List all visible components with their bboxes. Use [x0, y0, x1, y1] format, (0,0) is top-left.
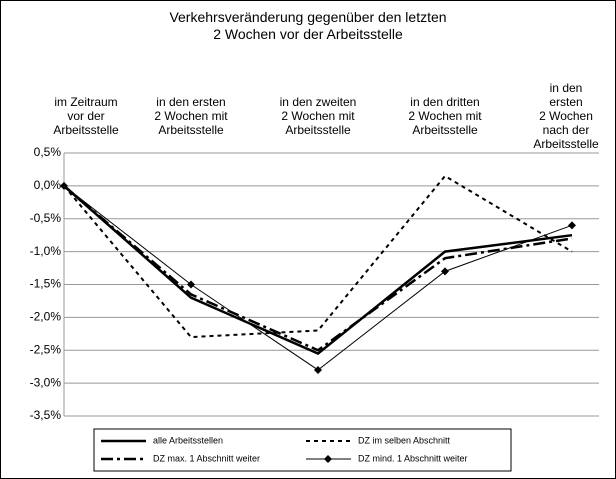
x-tick-label: in den zweiten 2 Wochen mit Arbeitsstell… — [279, 95, 357, 137]
marker — [60, 181, 68, 190]
x-tick-label: in den dritten 2 Wochen mit Arbeitsstell… — [408, 95, 482, 137]
series-line — [63, 174, 573, 339]
y-tick-label: -1,5% — [30, 277, 62, 291]
legend — [93, 428, 512, 472]
x-tick-label: in den ersten 2 Wochen nach der Arbeitss… — [533, 81, 599, 151]
y-tick-label: -2,5% — [30, 342, 62, 356]
chart-title: Verkehrsveränderung gegenüber den letzte… — [169, 9, 447, 42]
series-line — [63, 184, 573, 352]
marker — [314, 365, 322, 374]
x-tick-label: im Zeitraum vor der Arbeitsstelle — [53, 95, 119, 137]
legend-label: DZ im selben Abschnitt — [358, 435, 451, 445]
x-tick-label: in den ersten 2 Wochen mit Arbeitsstelle — [154, 95, 228, 137]
legend-label: DZ max. 1 Abschnitt weiter — [153, 453, 260, 463]
legend-marker — [324, 455, 332, 463]
legend-label: DZ mind. 1 Abschnitt weiter — [358, 453, 468, 463]
marker — [441, 267, 449, 276]
y-tick-label: -1,0% — [30, 244, 62, 258]
y-tick-label: -2,0% — [30, 310, 62, 324]
y-tick-label: -3,5% — [30, 408, 62, 422]
series-line — [63, 185, 573, 371]
series-line — [63, 184, 573, 355]
legend-label: alle Arbeitsstellen — [153, 435, 223, 445]
y-tick-label: -0,5% — [30, 211, 62, 225]
y-tick-label: 0,0% — [34, 178, 62, 192]
marker — [568, 221, 576, 230]
marker — [187, 280, 195, 289]
y-tick-label: -3,0% — [30, 375, 62, 389]
y-tick-label: 0,5% — [34, 145, 62, 159]
